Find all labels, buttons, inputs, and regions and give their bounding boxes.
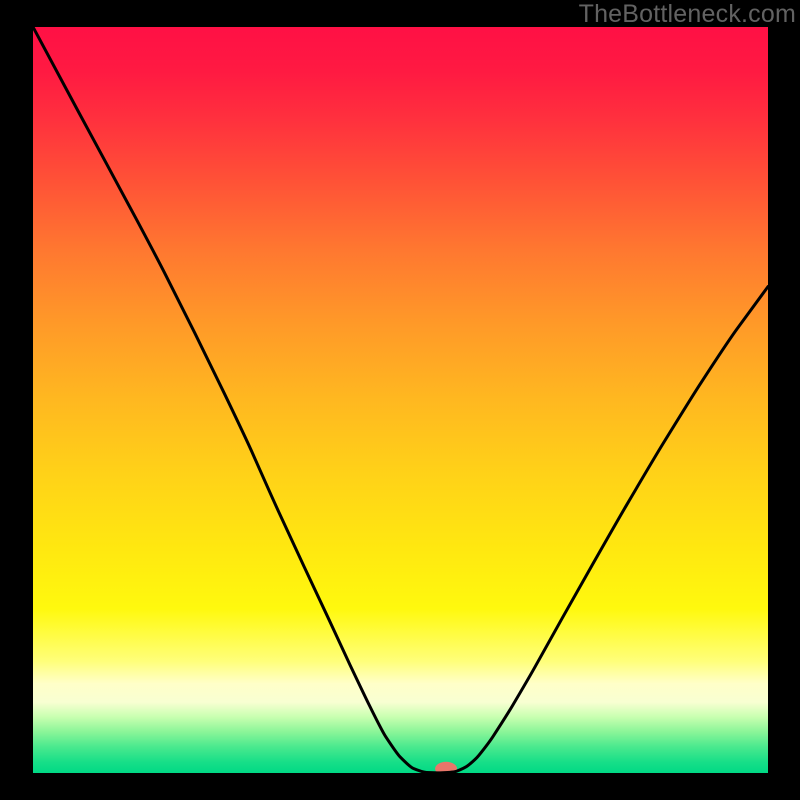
watermark-text: TheBottleneck.com [579,0,796,29]
bottleneck-plot [33,27,768,773]
gradient-background [33,27,768,773]
